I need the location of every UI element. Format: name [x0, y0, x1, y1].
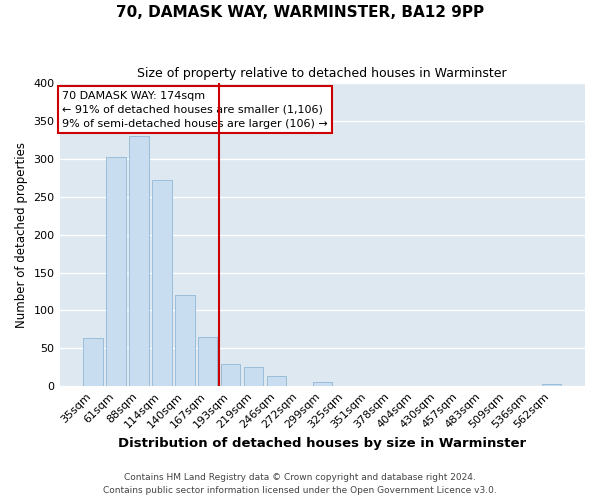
Bar [106, 156, 126, 386]
Bar [152, 180, 172, 386]
Bar [83, 338, 103, 386]
Bar [244, 368, 263, 386]
Text: 70, DAMASK WAY, WARMINSTER, BA12 9PP: 70, DAMASK WAY, WARMINSTER, BA12 9PP [116, 5, 484, 20]
Title: Size of property relative to detached houses in Warminster: Size of property relative to detached ho… [137, 68, 507, 80]
Bar [198, 337, 217, 386]
Bar [175, 294, 194, 386]
X-axis label: Distribution of detached houses by size in Warminster: Distribution of detached houses by size … [118, 437, 526, 450]
Y-axis label: Number of detached properties: Number of detached properties [15, 142, 28, 328]
Bar [542, 384, 561, 386]
Bar [313, 382, 332, 386]
Text: Contains HM Land Registry data © Crown copyright and database right 2024.
Contai: Contains HM Land Registry data © Crown c… [103, 474, 497, 495]
Text: 70 DAMASK WAY: 174sqm
← 91% of detached houses are smaller (1,106)
9% of semi-de: 70 DAMASK WAY: 174sqm ← 91% of detached … [62, 90, 328, 128]
Bar [221, 364, 241, 386]
Bar [267, 376, 286, 386]
Bar [129, 136, 149, 386]
